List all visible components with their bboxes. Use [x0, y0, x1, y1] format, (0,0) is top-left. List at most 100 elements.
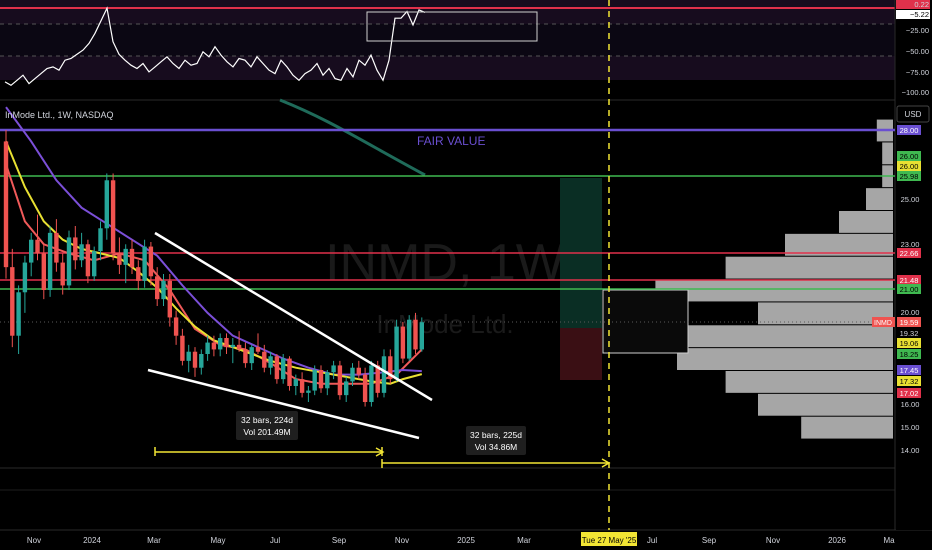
time-tick-label: Nov — [27, 536, 41, 545]
range-right-bars: 32 bars, 225d — [470, 430, 522, 440]
candle-body — [123, 248, 128, 265]
volume-profile-bar — [644, 325, 893, 348]
candle-body — [180, 335, 185, 361]
volume-profile — [644, 119, 893, 439]
date-marker-label: Tue 27 May '25 — [582, 536, 637, 545]
oscillator-line — [4, 6, 426, 87]
volume-profile-bar — [758, 302, 893, 325]
candle-body — [318, 370, 324, 389]
symbol-title[interactable]: InMode Ltd., 1W, NASDAQ — [5, 110, 114, 120]
candle-body — [274, 356, 280, 380]
candle-body — [369, 365, 374, 402]
price-axis-tag-label: 17.32 — [900, 377, 919, 386]
price-tick-label: 23.00 — [901, 240, 920, 249]
currency-button[interactable] — [896, 105, 930, 123]
price-axis-tag — [897, 171, 921, 181]
price-tick-label: 25.00 — [901, 195, 920, 204]
volume-profile-bar — [758, 393, 893, 416]
oscillator-tick-label: −50.00 — [906, 47, 929, 56]
range-measure-left[interactable]: 32 bars, 224d Vol 201.49M — [154, 411, 385, 457]
volume-profile-bar — [725, 256, 893, 279]
candle-body — [362, 374, 368, 402]
oscillator-tick-label: −100.00 — [902, 88, 929, 97]
candle-body — [337, 365, 343, 396]
price-axis-tag-label: 19.32 — [900, 329, 919, 338]
candle-body — [173, 317, 179, 336]
time-tick-label: Mar — [517, 536, 531, 545]
price-axis-tag-label: 26.00 — [900, 162, 919, 171]
price-axis-tag — [897, 349, 921, 359]
candle-body — [281, 358, 286, 380]
candle-body — [10, 267, 15, 336]
value-area-box[interactable] — [602, 289, 689, 354]
position-stop-zone — [560, 328, 602, 380]
candle-body — [331, 365, 336, 373]
volume-profile-bar — [839, 211, 893, 233]
volume-profile-bar — [677, 348, 893, 370]
time-tick-label: May — [210, 536, 225, 545]
candle-body — [381, 356, 387, 393]
candle-body — [22, 262, 28, 293]
price-tick-label: 16.00 — [901, 400, 920, 409]
price-axis-tag — [897, 125, 921, 135]
time-axis[interactable]: Nov 2024 Mar May Jul Sep Nov 2025 Mar Tue 27 May … — [27, 532, 895, 546]
time-tick-label: 2026 — [828, 536, 846, 545]
price-axis-tag-label: 17.45 — [900, 366, 919, 375]
candle-body — [16, 292, 21, 336]
oscillator-highlight-box[interactable] — [366, 11, 538, 42]
candle-body — [3, 141, 9, 268]
range-left-bars: 32 bars, 224d — [241, 415, 293, 425]
price-axis[interactable]: USD 25.00 23.00 20.00 16.00 15.00 14.00 28.00 2… — [872, 0, 932, 530]
price-tick-label: 15.00 — [901, 423, 920, 432]
range-left-volume: Vol 201.49M — [243, 427, 290, 437]
candle-body — [92, 251, 97, 277]
candle-body — [293, 379, 298, 386]
price-axis-tag-label: 19.59 — [900, 318, 919, 327]
price-axis-tag — [897, 317, 921, 327]
oscillator-axis-tag — [896, 10, 930, 19]
wedge-upper-trendline[interactable] — [154, 231, 433, 402]
position-tool[interactable] — [560, 178, 602, 380]
candle-body — [60, 262, 65, 286]
volume-profile-bar — [725, 371, 893, 393]
price-axis-tag-label: 25.98 — [900, 172, 919, 181]
oscillator-tick-label: 0.22 — [914, 0, 929, 9]
time-tick-label: Nov — [766, 536, 780, 545]
candle-body — [148, 246, 154, 277]
time-tick-label: Jul — [647, 536, 657, 545]
candle-body — [29, 239, 34, 263]
candle-body — [375, 365, 380, 393]
oscillator-tick-label: −25.00 — [906, 26, 929, 35]
candle-body — [205, 342, 210, 354]
candle-body — [394, 326, 399, 380]
price-axis-tag-label: 18.25 — [900, 350, 919, 359]
range-measure-right[interactable]: 32 bars, 225d Vol 34.86M — [381, 426, 611, 468]
candle-body — [167, 280, 172, 318]
price-axis-tag — [897, 284, 921, 294]
watermark-name: InMode Ltd. — [376, 309, 513, 339]
price-axis-tag-label: 28.00 — [900, 126, 919, 135]
candle-body — [73, 237, 78, 261]
price-axis-tag — [897, 151, 921, 161]
price-axis-tag — [897, 328, 921, 338]
candle-body — [54, 232, 59, 263]
candle-body — [299, 379, 305, 393]
symbol-price-tag — [872, 317, 895, 327]
price-axis-tag — [897, 365, 921, 375]
price-tick-label: 20.00 — [901, 308, 920, 317]
oscillator-tick-label: −5.22 — [910, 10, 929, 19]
wedge-lower-trendline[interactable] — [147, 368, 420, 440]
candle-body — [79, 244, 84, 261]
candle-body — [142, 246, 147, 281]
candle-body — [104, 180, 109, 229]
time-tick-label: Mar — [147, 536, 161, 545]
watermark-symbol: INMD, 1W — [325, 234, 565, 292]
price-axis-background — [896, 0, 932, 530]
candle-body — [419, 322, 424, 350]
candle-body — [407, 319, 412, 359]
time-tick-label: Nov — [395, 536, 409, 545]
volume-profile-bar — [866, 188, 893, 210]
candle-body — [117, 253, 122, 265]
oscillator-axis[interactable]: 0.22−5.22 −25.00 −50.00 −75.00 −100.00 — [896, 0, 930, 97]
